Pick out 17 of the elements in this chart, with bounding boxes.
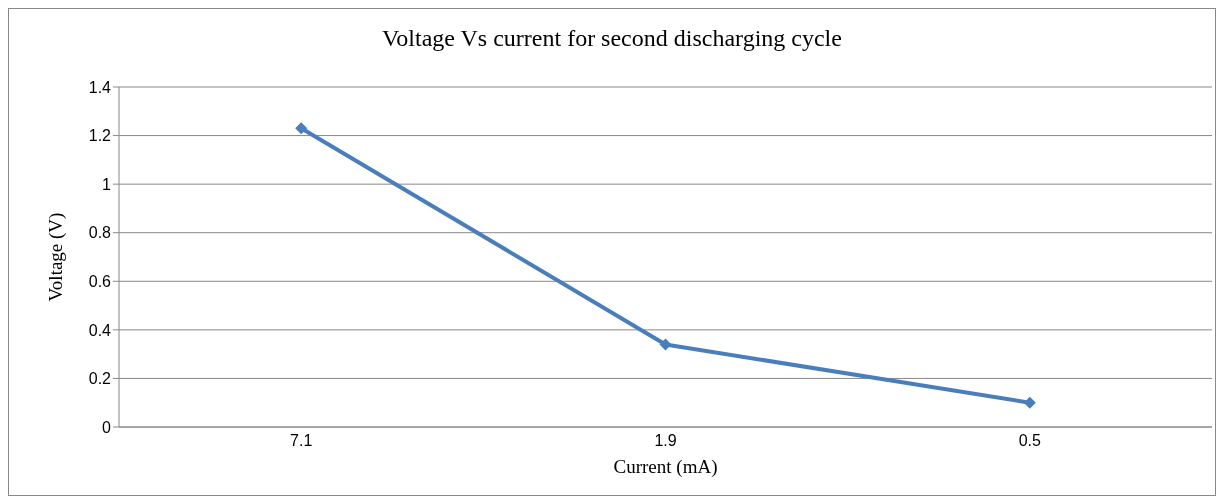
y-tick-label: 1.2 <box>88 127 112 145</box>
x-tick-label: 0.5 <box>1018 432 1042 450</box>
y-tick-label: 1 <box>102 175 112 193</box>
y-tick-label: 0.4 <box>88 321 112 339</box>
chart-title: Voltage Vs current for second discharging cycle <box>381 25 843 52</box>
point <box>659 338 672 351</box>
x-tick-label: 7.1 <box>290 432 313 450</box>
y-tick-label: 0.8 <box>88 224 112 242</box>
y-axis-title: Voltage (V) <box>44 212 67 302</box>
x-axis-title: Current (mA) <box>613 456 718 478</box>
x-tick-label: 1.9 <box>654 432 677 450</box>
point <box>1023 396 1036 409</box>
point <box>295 122 308 135</box>
y-tick-label: 0.2 <box>88 370 112 388</box>
y-tick-label: 0 <box>102 418 112 436</box>
y-tick-label: 0.6 <box>88 272 112 290</box>
y-tick-label: 1.4 <box>88 78 112 96</box>
